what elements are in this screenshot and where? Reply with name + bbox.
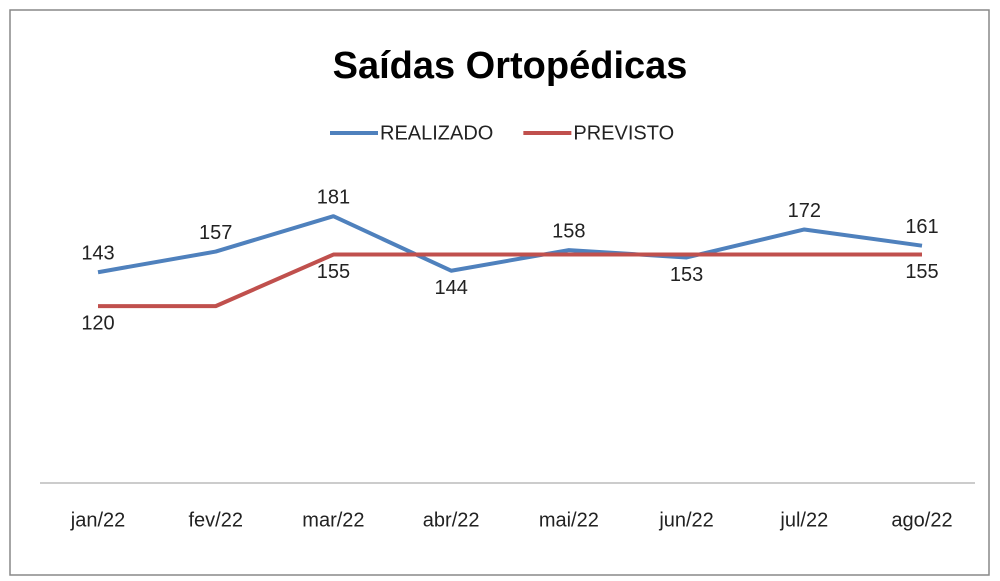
data-label: 153	[670, 264, 703, 286]
data-label: 157	[199, 222, 232, 244]
chart-frame	[9, 9, 990, 576]
data-label: 181	[317, 186, 350, 208]
x-tick-label: mar/22	[302, 509, 364, 531]
legend-label: REALIZADO	[380, 122, 493, 144]
x-tick-label: fev/22	[188, 509, 242, 531]
data-label: 155	[317, 261, 350, 283]
x-tick-label: ago/22	[891, 509, 952, 531]
data-label: 172	[788, 200, 821, 222]
legend-label: PREVISTO	[573, 122, 674, 144]
x-tick-label: jul/22	[779, 509, 828, 531]
x-tick-label: jun/22	[658, 509, 714, 531]
data-label: 143	[81, 242, 114, 264]
series-line	[97, 214, 923, 275]
data-label: 155	[905, 261, 938, 283]
data-label: 158	[552, 220, 585, 242]
data-label: 144	[434, 277, 467, 299]
x-tick-label: abr/22	[423, 509, 480, 531]
data-label: 120	[81, 312, 114, 334]
x-tick-label: jan/22	[70, 509, 126, 531]
x-tick-label: mai/22	[539, 509, 599, 531]
chart-title: Saídas Ortopédicas	[333, 45, 688, 87]
data-label: 161	[905, 216, 938, 238]
series-line	[98, 252, 922, 309]
